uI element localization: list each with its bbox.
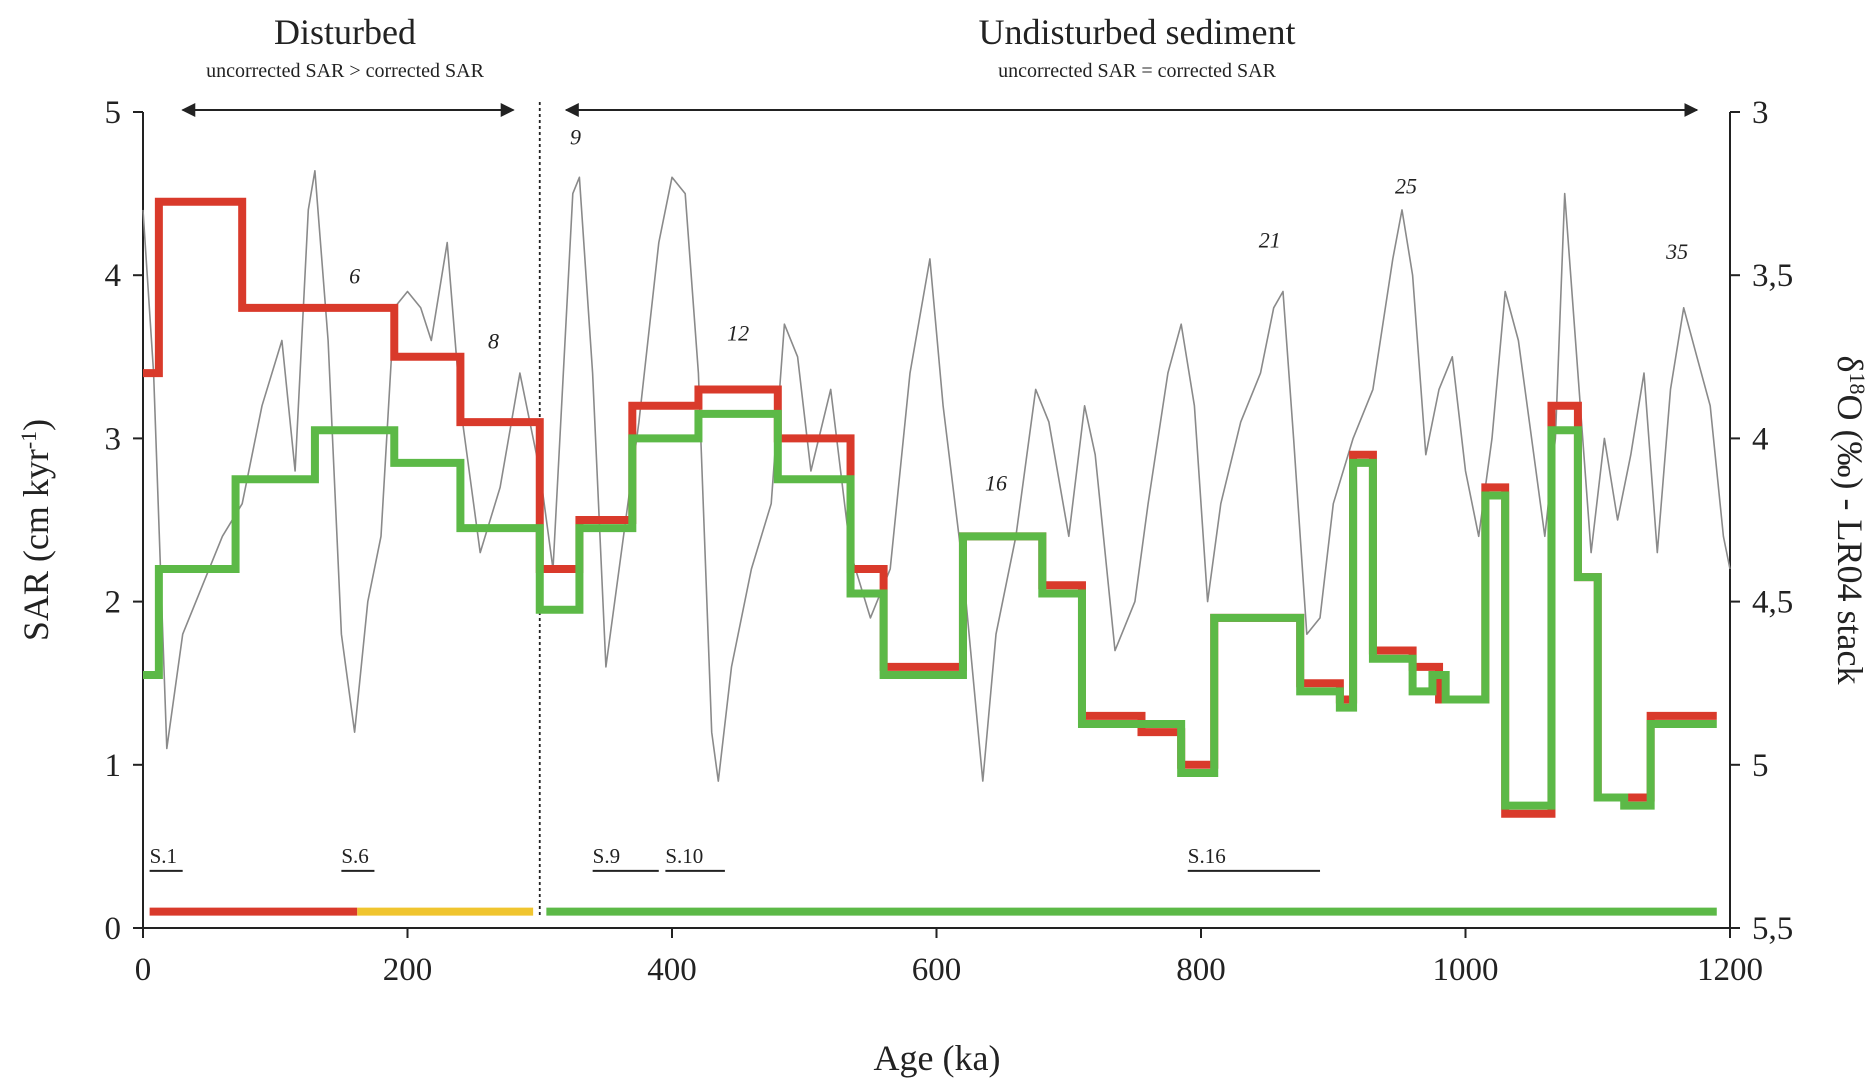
y2-axis-label-rest: O (‰) - LR04 stack [1830, 395, 1870, 685]
y2-axis-label: δ18O (‰) - LR04 stack [1830, 356, 1871, 685]
y-axis-label-close: ) [16, 419, 56, 431]
peak-label: 6 [349, 263, 360, 288]
y2-tick-label: 4,5 [1752, 585, 1793, 621]
y-tick-label: 4 [105, 258, 122, 294]
y-tick-label: 3 [105, 421, 122, 457]
x-tick-label: 200 [383, 952, 433, 988]
peak-label: 12 [727, 320, 749, 345]
y2-tick-label: 4 [1752, 421, 1769, 457]
y-tick-label: 0 [105, 911, 122, 947]
subheader-disturbed: uncorrected SAR > corrected SAR [206, 60, 485, 82]
peak-label: 8 [488, 329, 499, 354]
peak-label: 35 [1665, 239, 1688, 264]
y2-tick-label: 3 [1752, 95, 1769, 131]
lr04-line [142, 170, 1731, 782]
peak-label: 21 [1259, 227, 1281, 252]
peak-label: 25 [1395, 174, 1417, 199]
axes [133, 111, 1740, 938]
stage-label: S.1 [150, 844, 177, 868]
y-tick-label: 5 [105, 95, 122, 131]
peak-label: 9 [570, 125, 581, 150]
y-axis-label: SAR (cm kyr-1) [16, 419, 57, 641]
y-tick-label: 2 [105, 585, 122, 621]
y2-axis-label-delta: δ [1830, 356, 1870, 373]
stage-label: S.9 [593, 844, 620, 868]
peak-label: 16 [985, 471, 1007, 496]
y2-tick-label: 5,5 [1752, 911, 1793, 947]
x-tick-label: 400 [647, 952, 697, 988]
y2-tick-label: 5 [1752, 748, 1769, 784]
x-axis-label: Age (ka) [874, 1038, 1001, 1078]
stage-label: S.10 [665, 844, 703, 868]
lr04-series [142, 170, 1731, 782]
stage-markers: S.1 S.6 S.9 S.10 S.16 [149, 844, 1321, 872]
y-axis-label-sup: -1 [16, 431, 41, 449]
x-tick-label: 600 [912, 952, 962, 988]
peak-labels: 6 8 9 12 16 21 25 35 [349, 125, 1688, 496]
y2-tick-label: 3,5 [1752, 258, 1793, 294]
x-tick-label: 1000 [1433, 952, 1499, 988]
x-tick-label: 1200 [1697, 952, 1763, 988]
corrected-sar-line [143, 409, 1717, 810]
y2-axis-label-sup: 18 [1846, 373, 1871, 395]
subheader-undisturbed: uncorrected SAR = corrected SAR [998, 60, 1277, 82]
uncorrected-sar-line [143, 197, 1717, 818]
header-undisturbed: Undisturbed sediment [979, 12, 1296, 52]
stage-label: S.6 [341, 844, 368, 868]
y-axis-label-main: SAR (cm kyr [16, 449, 56, 641]
sar-series [143, 197, 1717, 818]
x-tick-label: 800 [1176, 952, 1226, 988]
x-tick-label: 0 [135, 952, 152, 988]
y-tick-label: 1 [105, 748, 122, 784]
header-disturbed: Disturbed [274, 12, 416, 52]
stage-label: S.16 [1188, 844, 1226, 868]
